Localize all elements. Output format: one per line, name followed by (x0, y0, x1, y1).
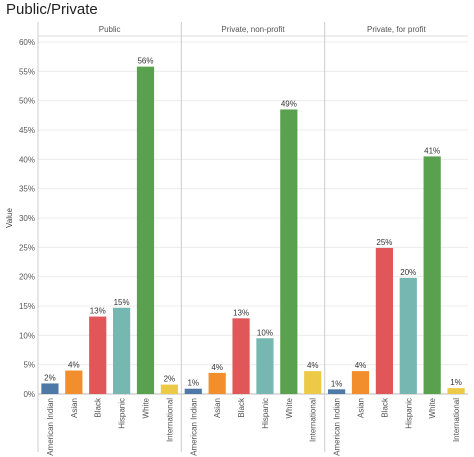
data-label: 13% (90, 307, 106, 316)
data-label: 13% (233, 308, 249, 317)
category-label: Hispanic (261, 398, 270, 429)
y-tick-label: 45% (19, 126, 35, 135)
panel-header: Private, for profit (367, 25, 426, 34)
data-label: 1% (331, 379, 343, 388)
panel-header: Private, non-profit (221, 25, 285, 34)
data-label: 15% (114, 298, 130, 307)
bar (399, 277, 417, 394)
bar (280, 109, 298, 394)
category-label: International (165, 398, 174, 442)
category-label: Hispanic (118, 398, 127, 429)
y-tick-label: 5% (23, 361, 35, 370)
bar (232, 318, 250, 394)
bar (208, 372, 226, 394)
category-label: White (142, 397, 151, 418)
bar (423, 156, 441, 394)
y-tick-label: 30% (19, 214, 35, 223)
category-label: Black (237, 397, 246, 418)
bar (41, 383, 59, 394)
data-label: 56% (137, 57, 153, 66)
bar (328, 389, 346, 394)
bar (351, 371, 370, 394)
data-label: 1% (450, 378, 462, 387)
bar (256, 338, 274, 394)
data-label: 20% (400, 268, 416, 277)
category-label: American Indian (189, 398, 198, 456)
bar (136, 66, 155, 394)
data-label: 49% (281, 99, 297, 108)
y-axis-title: Value (5, 208, 14, 228)
bar (447, 388, 465, 394)
data-label: 1% (187, 379, 199, 388)
bar (113, 307, 131, 394)
y-tick-label: 15% (19, 302, 35, 311)
bar (184, 388, 202, 394)
category-label: White (428, 397, 437, 418)
data-label: 4% (68, 361, 80, 370)
category-label: Asian (70, 398, 79, 418)
bar (375, 247, 393, 394)
bar (304, 371, 322, 394)
category-label: Black (94, 397, 103, 418)
data-label: 4% (211, 363, 223, 372)
data-label: 2% (44, 373, 56, 382)
bar (160, 384, 178, 394)
category-label: Asian (357, 398, 366, 418)
category-label: American Indian (46, 398, 55, 456)
data-label: 41% (424, 146, 440, 155)
y-tick-label: 0% (23, 390, 35, 399)
category-label: Asian (213, 398, 222, 418)
y-tick-label: 25% (19, 243, 35, 252)
panel-header: Public (99, 25, 121, 34)
data-label: 2% (164, 375, 176, 384)
y-tick-label: 10% (19, 331, 35, 340)
category-label: Hispanic (404, 398, 413, 429)
category-label: American Indian (333, 398, 342, 456)
category-label: White (285, 397, 294, 418)
category-label: Black (380, 397, 389, 418)
data-label: 4% (307, 361, 319, 370)
y-tick-label: 60% (19, 38, 35, 47)
bar (65, 370, 83, 394)
y-tick-label: 35% (19, 185, 35, 194)
category-label: International (309, 398, 318, 442)
data-label: 10% (257, 328, 273, 337)
y-tick-label: 40% (19, 155, 35, 164)
y-tick-label: 50% (19, 97, 35, 106)
data-label: 25% (376, 238, 392, 247)
bar (89, 316, 107, 394)
data-label: 4% (355, 361, 367, 370)
chart-title: Public/Private (6, 1, 98, 18)
category-label: International (452, 398, 461, 442)
y-tick-label: 20% (19, 273, 35, 282)
y-tick-label: 55% (19, 67, 35, 76)
